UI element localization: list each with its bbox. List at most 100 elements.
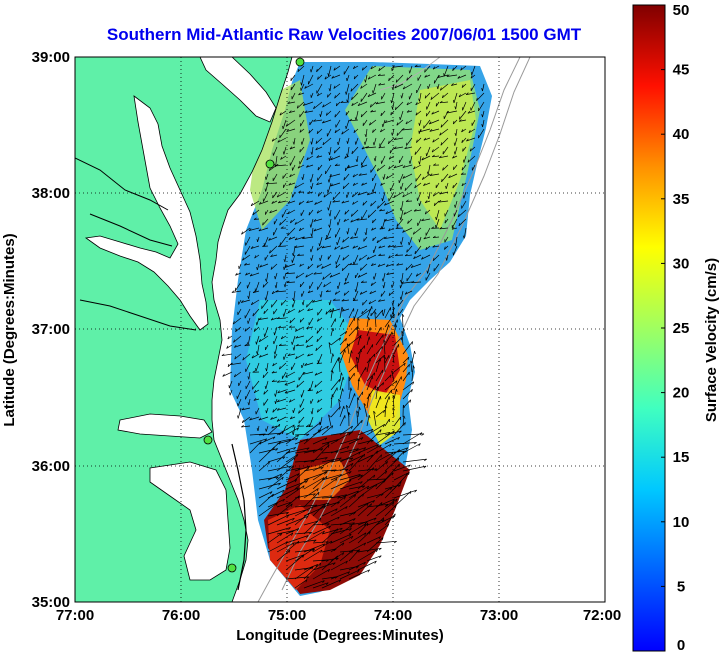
velocity-arrow xyxy=(328,200,332,211)
velocity-arrow-head xyxy=(343,281,347,285)
velocity-arrow xyxy=(445,182,449,189)
colorbar-label: Surface Velocity (cm/s) xyxy=(703,258,720,422)
velocity-arrow xyxy=(269,245,278,254)
velocity-arrow xyxy=(301,137,305,145)
velocity-arrow xyxy=(398,155,404,164)
velocity-arrow-head xyxy=(461,129,464,133)
velocity-arrow xyxy=(267,512,289,517)
velocity-arrow-head xyxy=(383,339,386,343)
velocity-arrow-head xyxy=(392,354,395,358)
velocity-arrow xyxy=(265,425,269,432)
velocity-arrow-head xyxy=(278,432,282,436)
velocity-arrow xyxy=(302,173,305,180)
velocity-arrow xyxy=(266,272,269,282)
velocity-arrow xyxy=(392,299,395,306)
velocity-arrow xyxy=(321,474,342,481)
velocity-arrow-head xyxy=(460,172,464,175)
velocity-arrow xyxy=(321,457,342,463)
velocity-arrow xyxy=(388,137,395,145)
velocity-arrow-head xyxy=(313,105,315,110)
velocity-arrow-head xyxy=(379,226,383,230)
velocity-arrow-head xyxy=(285,271,289,274)
velocity-arrow xyxy=(397,308,404,316)
velocity-arrow xyxy=(392,65,404,68)
velocity-arrow-head xyxy=(432,66,436,70)
velocity-arrow xyxy=(330,155,341,161)
velocity-arrow xyxy=(321,548,337,553)
velocity-arrow xyxy=(379,227,386,230)
velocity-arrow-head xyxy=(323,284,326,288)
velocity-arrow xyxy=(258,482,281,490)
velocity-arrow-head xyxy=(363,403,367,406)
velocity-arrow xyxy=(298,371,305,381)
velocity-arrow xyxy=(274,326,278,336)
velocity-arrow-head xyxy=(314,372,318,376)
velocity-arrow xyxy=(366,493,384,499)
velocity-arrow-head xyxy=(310,69,312,73)
velocity-arrow-head xyxy=(244,343,248,347)
velocity-arrow xyxy=(384,418,390,427)
velocity-arrow-head xyxy=(452,121,455,125)
velocity-arrow xyxy=(278,326,287,329)
velocity-arrow xyxy=(339,550,354,562)
velocity-arrow-head xyxy=(289,399,292,403)
velocity-arrow-head xyxy=(262,244,266,247)
velocity-arrow xyxy=(288,182,296,186)
velocity-arrow xyxy=(279,344,287,346)
velocity-arrow-head xyxy=(333,67,336,71)
velocity-arrow xyxy=(351,92,359,101)
velocity-arrow xyxy=(304,362,314,366)
velocity-arrow-head xyxy=(404,291,408,295)
velocity-arrow-head xyxy=(294,237,298,241)
velocity-arrow xyxy=(372,236,377,242)
velocity-arrow-head xyxy=(337,496,341,499)
velocity-arrow xyxy=(453,92,458,104)
velocity-arrow-head xyxy=(378,83,382,86)
velocity-arrow-head xyxy=(384,202,387,206)
velocity-arrow xyxy=(303,517,322,535)
velocity-arrow-head xyxy=(395,380,398,384)
velocity-arrow-head xyxy=(307,467,309,471)
velocity-arrow-head xyxy=(352,66,356,69)
velocity-arrow xyxy=(384,355,390,364)
velocity-arrow xyxy=(303,466,324,472)
velocity-arrow xyxy=(373,272,377,280)
velocity-arrow xyxy=(435,218,440,229)
velocity-arrow xyxy=(466,137,476,142)
velocity-arrow-head xyxy=(297,473,300,477)
velocity-arrow xyxy=(348,569,370,580)
velocity-arrow xyxy=(366,454,382,472)
velocity-arrow xyxy=(283,182,287,188)
velocity-arrow xyxy=(258,227,269,232)
velocity-arrow-head xyxy=(381,124,384,128)
velocity-arrow-head xyxy=(433,163,437,166)
velocity-arrow xyxy=(366,393,370,409)
velocity-arrow xyxy=(306,344,314,348)
velocity-arrow-head xyxy=(350,88,353,92)
velocity-arrow xyxy=(329,146,332,155)
velocity-arrow-head xyxy=(316,338,318,342)
velocity-arrow-head xyxy=(360,164,364,168)
velocity-arrow-head xyxy=(356,218,360,221)
velocity-arrow-head xyxy=(409,491,412,495)
velocity-arrow xyxy=(289,155,296,166)
velocity-arrow xyxy=(279,362,287,370)
velocity-arrow-head xyxy=(283,276,285,280)
velocity-arrow-head xyxy=(316,247,319,251)
velocity-arrow xyxy=(353,308,359,320)
velocity-arrow-head xyxy=(297,495,300,499)
velocity-arrow xyxy=(380,182,386,186)
velocity-arrow xyxy=(267,473,283,481)
velocity-arrow-head xyxy=(431,226,435,229)
velocity-arrow-head xyxy=(317,491,320,496)
colorbar-tick-label: 10 xyxy=(673,514,690,531)
velocity-arrow xyxy=(329,155,332,161)
velocity-arrow xyxy=(433,200,440,207)
velocity-arrow xyxy=(258,448,278,454)
velocity-arrow-head xyxy=(313,272,317,275)
velocity-arrow-head xyxy=(247,295,250,299)
velocity-arrow-head xyxy=(396,388,398,392)
velocity-arrow xyxy=(237,398,242,407)
velocity-arrow xyxy=(316,83,323,94)
velocity-arrow xyxy=(330,328,334,337)
